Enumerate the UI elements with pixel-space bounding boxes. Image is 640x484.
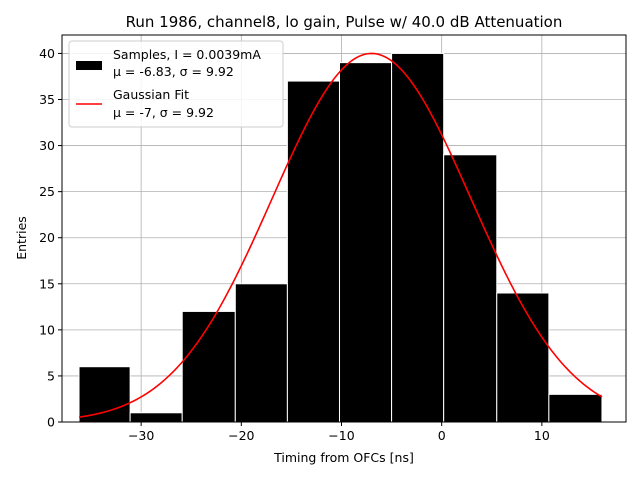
axes-frame	[61, 34, 627, 423]
y-tick-label: 5	[47, 368, 55, 383]
y-tick-label: 30	[39, 138, 55, 153]
x-tick-label: −30	[128, 428, 154, 443]
y-axis-label: Entries	[14, 216, 29, 260]
y-tick-label: 10	[39, 322, 55, 337]
bars-layer	[78, 52, 603, 423]
fit-layer	[78, 52, 603, 418]
ticks-layer: −30 −20 −10 0 10 0 5 10 15 20 25 30 35 40	[39, 46, 550, 443]
y-tick-label: 20	[39, 230, 55, 245]
legend-samples-label-line2: μ = -6.83, σ = 9.92	[113, 64, 234, 79]
y-tick-label: 40	[39, 46, 55, 61]
histogram-bar	[129, 412, 183, 423]
legend-fit-label-line2: μ = -7, σ = 9.92	[113, 105, 214, 120]
y-tick-label: 0	[47, 415, 55, 430]
histogram-bar	[391, 52, 445, 423]
x-tick-label: 0	[438, 428, 446, 443]
gaussian-fit-line	[78, 52, 603, 418]
histogram-bar	[181, 310, 236, 423]
legend-box	[68, 40, 284, 128]
y-tick-label: 35	[39, 92, 55, 107]
x-tick-label: −10	[328, 428, 354, 443]
histogram-bar	[548, 393, 603, 423]
legend-fit-label-line1: Gaussian Fit	[113, 87, 189, 102]
histogram-bar	[78, 366, 131, 423]
legend-samples-label-line1: Samples, I = 0.0039mA	[113, 47, 261, 62]
y-tick-label: 25	[39, 184, 55, 199]
histogram-bar	[338, 62, 393, 423]
histogram-bar	[443, 154, 498, 423]
x-tick-label: 10	[534, 428, 550, 443]
y-tick-label: 15	[39, 276, 55, 291]
histogram-bar	[496, 292, 550, 423]
chart-title: Run 1986, channel8, lo gain, Pulse w/ 40…	[126, 13, 563, 31]
x-tick-label: −20	[228, 428, 254, 443]
histogram-bar	[234, 283, 288, 423]
legend: Samples, I = 0.0039mA μ = -6.83, σ = 9.9…	[68, 40, 284, 128]
legend-samples-swatch	[76, 61, 102, 70]
histogram-bar	[286, 80, 340, 423]
x-axis-label: Timing from OFCs [ns]	[273, 450, 414, 465]
